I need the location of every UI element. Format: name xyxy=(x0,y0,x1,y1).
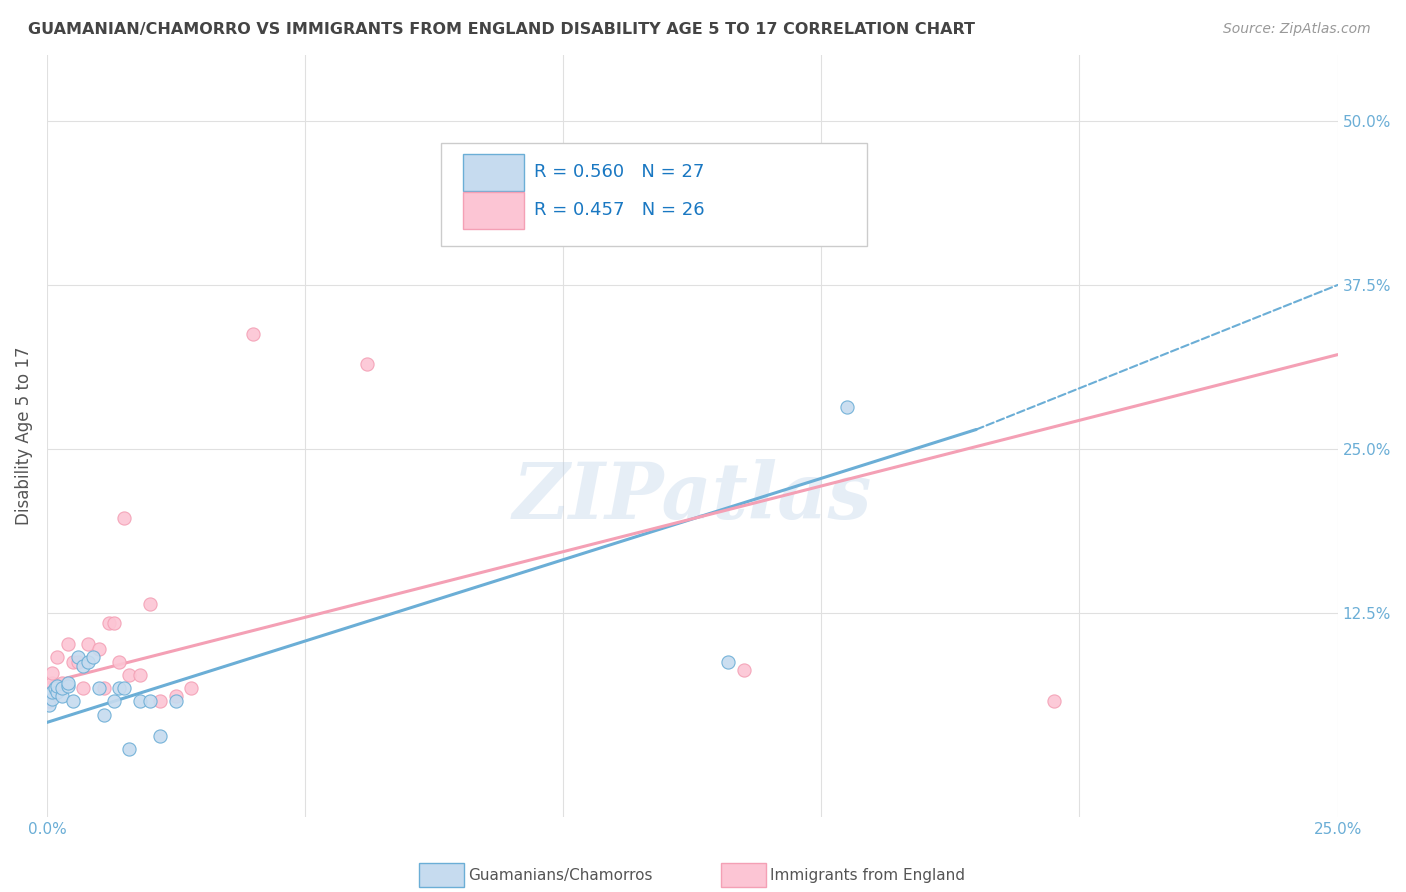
Point xyxy=(128,668,150,682)
Point xyxy=(180,681,202,696)
Point xyxy=(112,510,135,524)
Point xyxy=(118,668,141,682)
FancyBboxPatch shape xyxy=(463,154,524,191)
Point xyxy=(56,637,79,651)
Point xyxy=(46,649,69,664)
Point xyxy=(93,681,115,696)
Point xyxy=(149,694,172,708)
Y-axis label: Disability Age 5 to 17: Disability Age 5 to 17 xyxy=(15,347,32,525)
Point xyxy=(103,615,125,630)
Point xyxy=(139,694,162,708)
Point xyxy=(56,679,79,693)
Point xyxy=(77,637,100,651)
Point xyxy=(62,694,84,708)
Text: Source: ZipAtlas.com: Source: ZipAtlas.com xyxy=(1223,22,1371,37)
Point xyxy=(87,641,110,656)
Point xyxy=(837,400,859,414)
Point xyxy=(62,655,84,669)
Point xyxy=(41,665,63,680)
Point xyxy=(66,649,89,664)
Point xyxy=(41,691,63,706)
Point xyxy=(108,681,131,696)
Point xyxy=(139,597,162,611)
Point xyxy=(103,694,125,708)
Text: GUAMANIAN/CHAMORRO VS IMMIGRANTS FROM ENGLAND DISABILITY AGE 5 TO 17 CORRELATION: GUAMANIAN/CHAMORRO VS IMMIGRANTS FROM EN… xyxy=(28,22,976,37)
Point xyxy=(93,707,115,722)
Point xyxy=(1042,694,1064,708)
Point xyxy=(46,685,69,699)
Point xyxy=(87,681,110,696)
Point xyxy=(242,326,264,341)
Point xyxy=(44,681,66,696)
Point xyxy=(733,663,755,677)
Text: Immigrants from England: Immigrants from England xyxy=(770,868,966,882)
Point xyxy=(46,679,69,693)
Point xyxy=(38,694,60,708)
Point xyxy=(165,689,187,703)
Point xyxy=(66,655,89,669)
Text: R = 0.560   N = 27: R = 0.560 N = 27 xyxy=(533,162,704,181)
Text: Guamanians/Chamorros: Guamanians/Chamorros xyxy=(468,868,652,882)
Point xyxy=(717,655,740,669)
Point xyxy=(112,681,135,696)
Point xyxy=(149,729,172,743)
FancyBboxPatch shape xyxy=(440,143,866,245)
Point xyxy=(72,681,94,696)
Point xyxy=(108,655,131,669)
Point xyxy=(72,659,94,673)
Point xyxy=(38,698,60,713)
Point xyxy=(97,615,120,630)
Text: ZIPatlas: ZIPatlas xyxy=(513,458,872,535)
Point xyxy=(356,357,378,371)
Point xyxy=(51,681,73,696)
Text: R = 0.457   N = 26: R = 0.457 N = 26 xyxy=(533,201,704,219)
FancyBboxPatch shape xyxy=(463,193,524,229)
Point xyxy=(41,685,63,699)
Point xyxy=(41,676,63,690)
Point xyxy=(77,655,100,669)
Point xyxy=(51,689,73,703)
Point xyxy=(56,676,79,690)
Point xyxy=(82,649,104,664)
Point xyxy=(128,694,150,708)
Point xyxy=(118,741,141,756)
Point xyxy=(51,676,73,690)
Point xyxy=(165,694,187,708)
